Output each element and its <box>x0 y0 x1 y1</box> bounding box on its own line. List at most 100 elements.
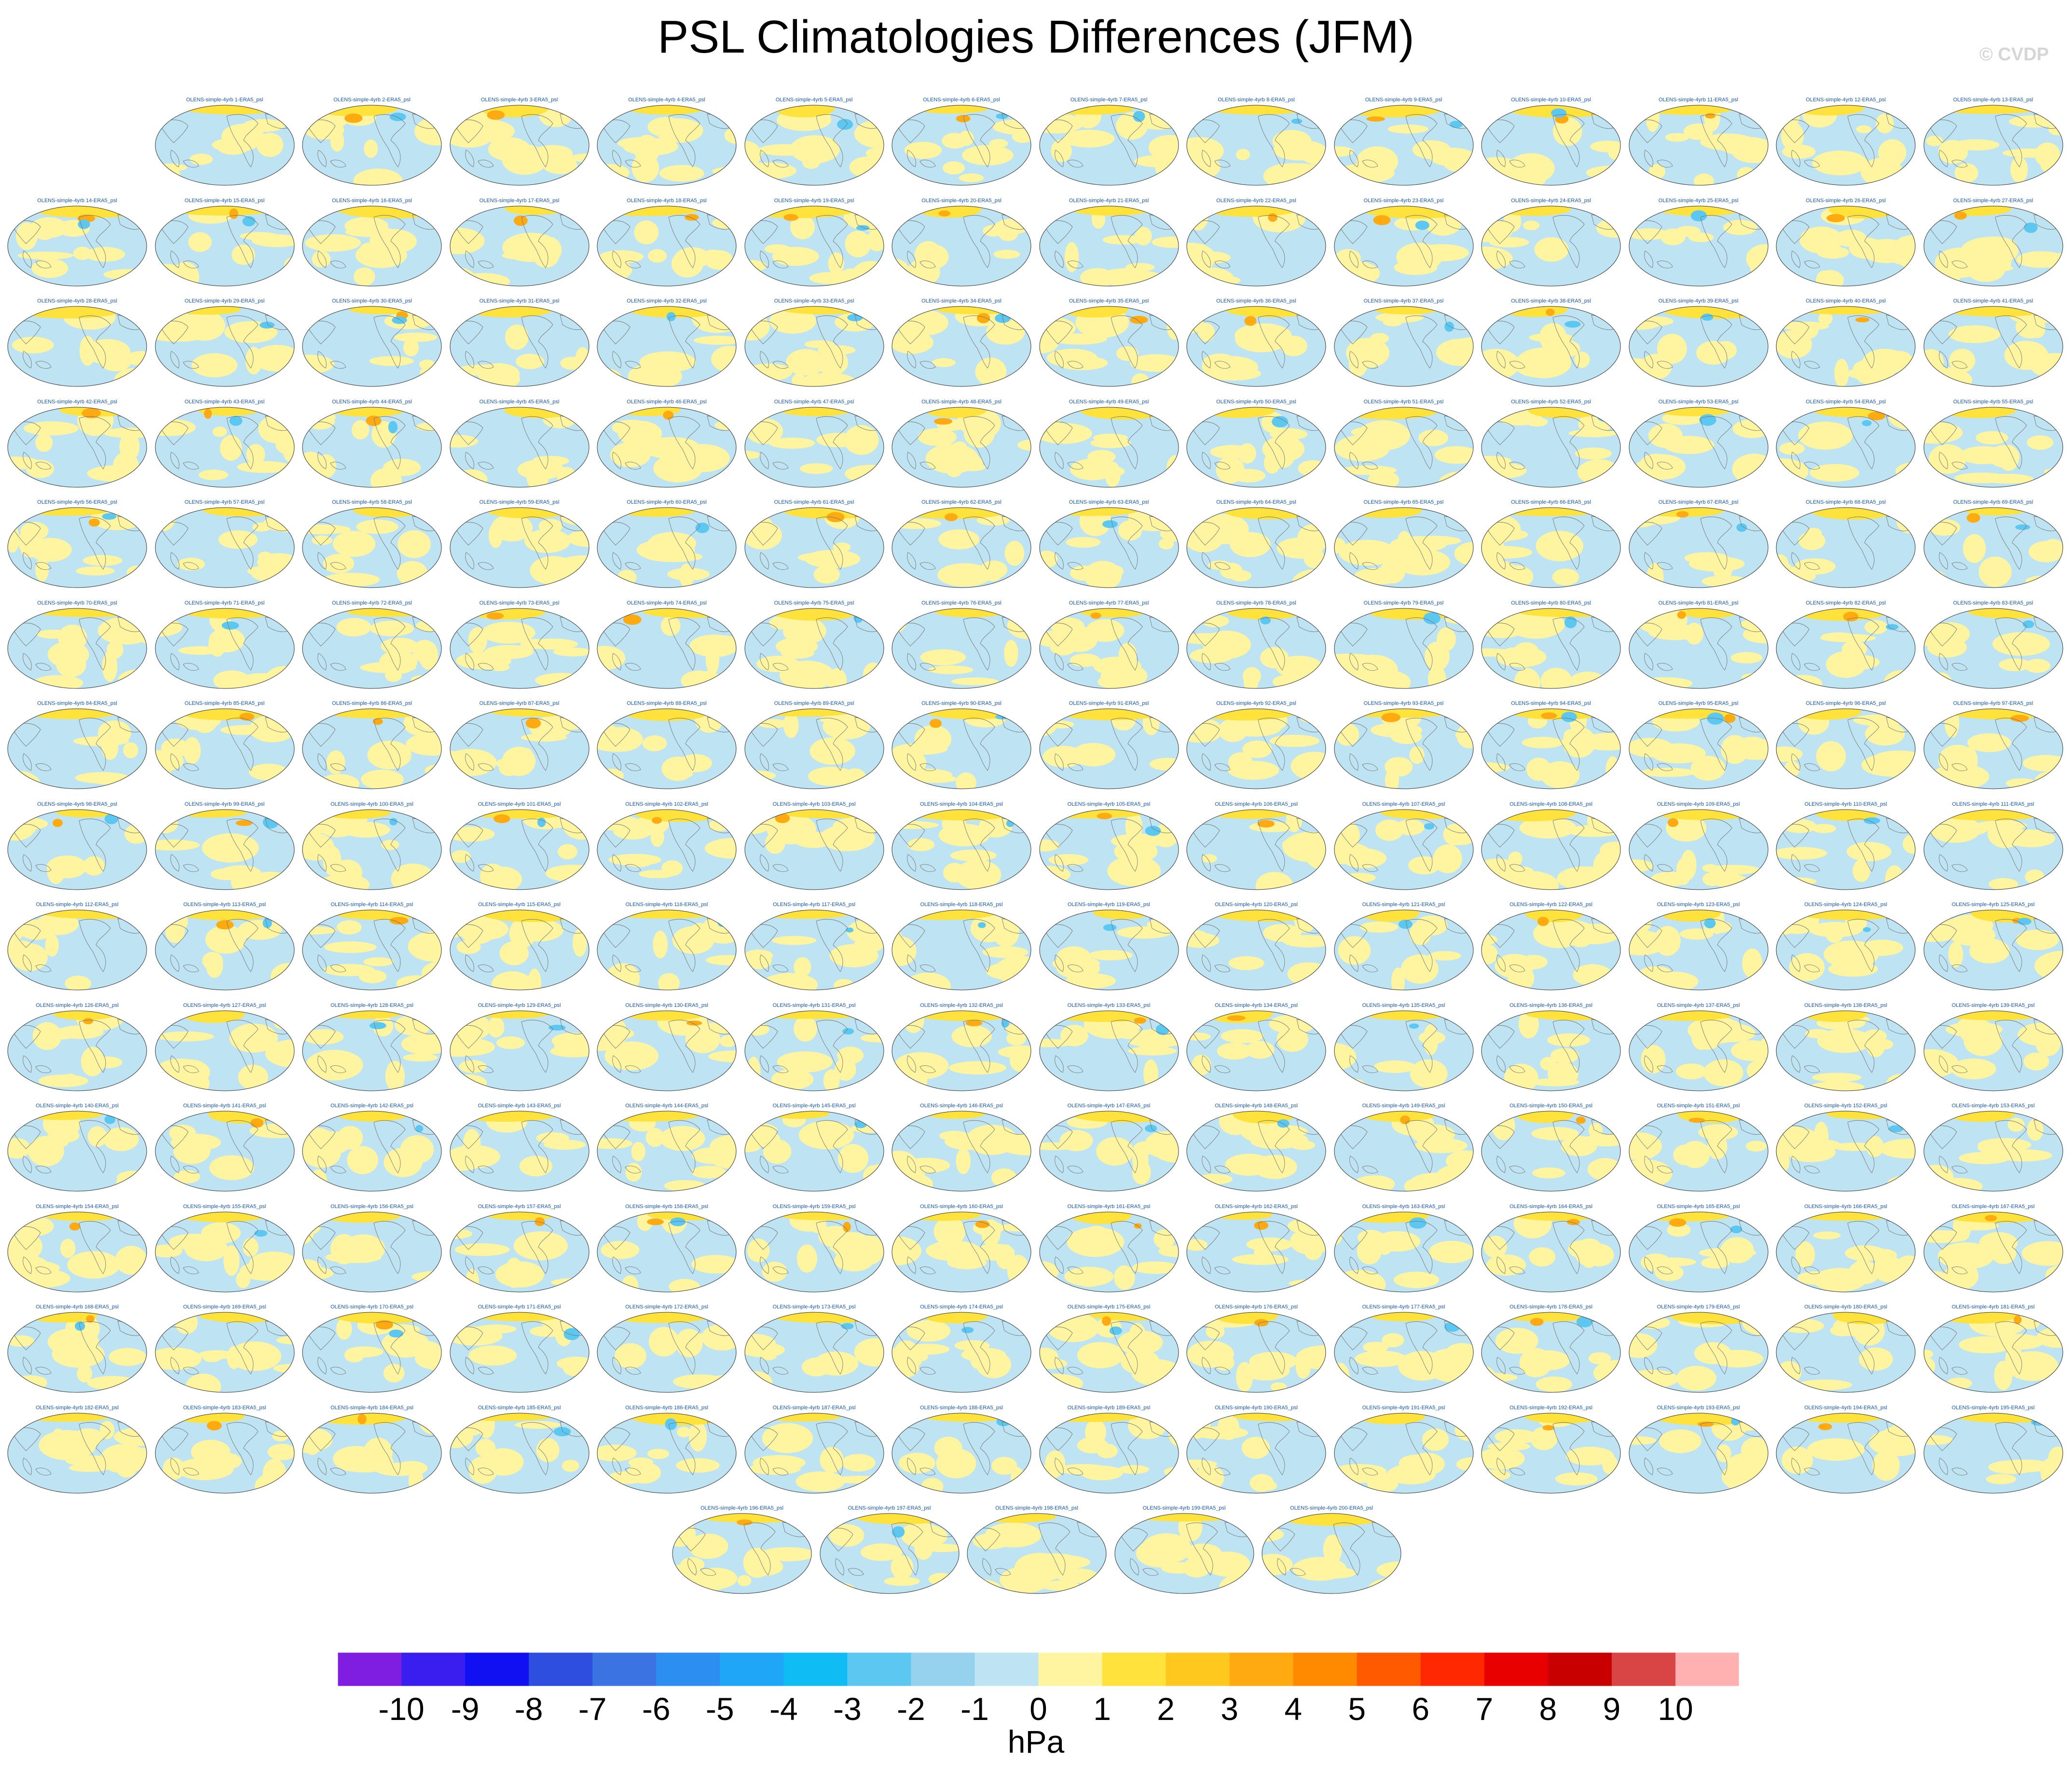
map-plot <box>449 407 590 487</box>
positive-anomaly-region <box>237 461 291 473</box>
negative-anomaly-region <box>2023 222 2038 233</box>
positive-anomaly-region <box>1129 316 1148 324</box>
coastline <box>748 315 882 369</box>
map-border <box>1039 206 1179 286</box>
coastline <box>1485 516 1619 570</box>
positive-anomaly-region <box>1954 211 1967 220</box>
positive-anomaly-region <box>1046 348 1098 368</box>
map-panel: OLENS-simple-4yrb 50-ERA5_psl <box>1184 399 1329 495</box>
positive-anomaly-region <box>1794 105 1865 116</box>
positive-anomaly-region <box>1856 125 1872 134</box>
coastline <box>453 315 587 369</box>
positive-anomaly-region <box>526 464 549 487</box>
colorbar-tick-label: -1 <box>961 1691 989 1727</box>
positive-anomaly-region <box>790 135 840 164</box>
negative-anomaly-region <box>1272 415 1289 427</box>
map-plot <box>449 507 590 588</box>
positive-anomaly-region <box>80 346 127 358</box>
positive-anomaly-region <box>1954 472 2009 483</box>
positive-anomaly-region <box>724 127 736 144</box>
coastline <box>1337 214 1471 268</box>
positive-anomaly-region <box>1244 316 1257 326</box>
positive-anomaly-region <box>1855 317 1870 323</box>
map-panel: OLENS-simple-4yrb 56-ERA5_psl <box>5 499 150 595</box>
colorbar-tick-label: -3 <box>833 1691 862 1727</box>
positive-anomaly-region <box>56 652 86 677</box>
positive-anomaly-region <box>1134 226 1152 246</box>
positive-anomaly-region <box>218 530 258 549</box>
map-border <box>302 507 442 588</box>
map-border <box>597 105 737 186</box>
positive-anomaly-region <box>1886 351 1910 362</box>
map-border <box>1333 105 1474 186</box>
positive-anomaly-region <box>1223 508 1314 520</box>
map-plot <box>1923 306 2063 387</box>
positive-anomaly-region <box>1575 447 1612 459</box>
positive-anomaly-region <box>486 110 505 120</box>
coastline <box>1043 315 1177 369</box>
panel-title: OLENS-simple-4yrb 6-ERA5_psl <box>923 97 1000 103</box>
map-border <box>1628 306 1769 387</box>
map-plot <box>1776 306 1916 387</box>
positive-anomaly-region <box>1688 232 1714 242</box>
coastline <box>1632 516 1766 570</box>
map-border <box>449 407 590 487</box>
coastline <box>1632 113 1766 168</box>
positive-anomaly-region <box>1665 133 1689 142</box>
map-border <box>1333 306 1474 387</box>
panel-title: OLENS-simple-4yrb 43-ERA5_psl <box>184 399 265 405</box>
colorbar-swatch <box>1293 1652 1358 1686</box>
map-plot <box>154 407 295 487</box>
colorbar-swatch <box>911 1652 975 1686</box>
map-plot <box>1481 407 1621 487</box>
panel-grid: OLENS-simple-4yrb 1-ERA5_psl OLENS-simple… <box>5 96 2066 1594</box>
map-panel: OLENS-simple-4yrb 27-ERA5_psl <box>1921 197 2066 294</box>
panel-title: OLENS-simple-4yrb 45-ERA5_psl <box>479 399 560 405</box>
positive-anomaly-region <box>532 145 573 162</box>
positive-anomaly-region <box>505 206 568 215</box>
map-plot <box>302 206 442 286</box>
positive-anomaly-region <box>560 357 583 370</box>
positive-anomaly-region <box>1204 407 1275 418</box>
positive-anomaly-region <box>832 542 851 552</box>
map-plot <box>892 206 1031 286</box>
map-plot <box>1333 407 1474 487</box>
panel-title: OLENS-simple-4yrb 41-ERA5_psl <box>1953 298 2033 304</box>
positive-anomaly-region <box>1552 117 1582 146</box>
positive-anomaly-region <box>1834 358 1849 386</box>
positive-anomaly-region <box>312 250 331 267</box>
positive-anomaly-region <box>800 372 856 386</box>
positive-anomaly-region <box>1408 536 1461 546</box>
positive-anomaly-region <box>1434 446 1473 464</box>
positive-anomaly-region <box>17 251 74 260</box>
coastline <box>1043 415 1177 469</box>
positive-anomaly-region <box>983 567 1002 582</box>
positive-anomaly-region <box>229 208 238 219</box>
positive-anomaly-region <box>515 354 544 370</box>
positive-anomaly-region <box>809 272 853 284</box>
map-panel: OLENS-simple-4yrb 2-ERA5_psl <box>300 96 444 193</box>
page-title: PSL Climatologies Differences (JFM) <box>658 11 1414 63</box>
panel-title: OLENS-simple-4yrb 17-ERA5_psl <box>479 197 560 204</box>
positive-anomaly-region <box>1931 105 2045 114</box>
positive-anomaly-region <box>354 267 375 286</box>
map-panel: OLENS-simple-4yrb 61-ERA5_psl <box>742 499 887 595</box>
colorbar-swatch <box>1357 1652 1421 1686</box>
map-panel: OLENS-simple-4yrb 7-ERA5_psl <box>1037 96 1181 193</box>
coastline <box>601 415 734 469</box>
positive-anomaly-region <box>1070 565 1097 581</box>
positive-anomaly-region <box>1552 568 1579 586</box>
coastline <box>1780 516 1913 570</box>
positive-anomaly-region <box>1826 214 1845 222</box>
coastline <box>453 516 587 570</box>
map-border <box>302 407 442 487</box>
positive-anomaly-region <box>369 356 414 366</box>
positive-anomaly-region <box>1396 242 1442 272</box>
positive-anomaly-region <box>36 629 71 639</box>
positive-anomaly-region <box>1720 137 1768 156</box>
panel-title: OLENS-simple-4yrb 12-ERA5_psl <box>1806 97 1886 103</box>
map-plot <box>302 507 442 588</box>
positive-anomaly-region <box>345 226 396 237</box>
map-plot <box>597 507 737 588</box>
map-panel: OLENS-simple-4yrb 26-ERA5_psl <box>1773 197 1918 294</box>
